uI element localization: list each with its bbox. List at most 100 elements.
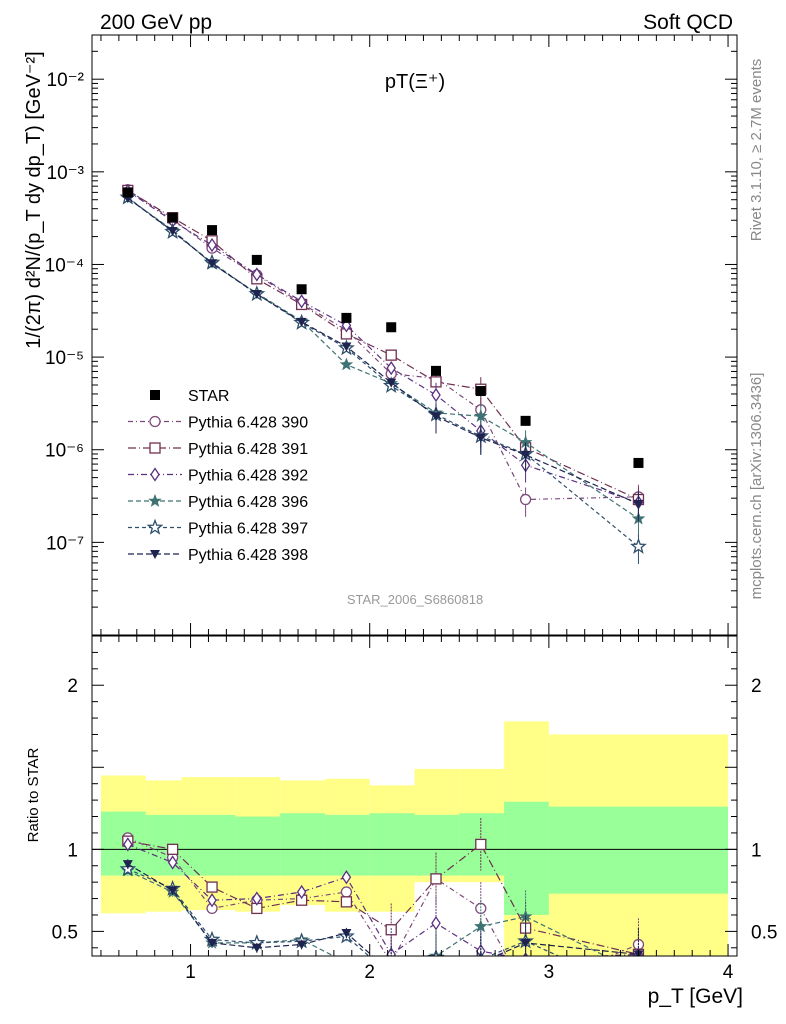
y-tick-label: 10⁻³ [47,163,85,184]
spectrum-marker-4 [474,409,488,423]
spectrum-panel: 10⁻⁷ 10⁻⁶ 10⁻⁵ 10⁻⁴ 10⁻³ 10⁻² [45,34,738,636]
y-axis-label-bottom: Ratio to STAR [25,747,42,842]
ratio-marker-3 [123,837,133,852]
ratio-y-tick-label-right: 1 [751,840,762,861]
legend-label: Pythia 6.428 397 [188,521,308,538]
ratio-marker-6 [296,940,307,950]
data-point-star [431,365,441,376]
ratio-marker-2 [206,881,218,893]
legend-marker-1 [149,415,161,428]
uncertainty-band-inner [324,814,370,876]
ratio-marker-2 [475,838,487,851]
ratio-marker-6 [476,959,486,968]
ratio-marker-1 [340,886,353,898]
data-point-star [251,254,262,265]
data-point-star [386,322,397,333]
ratio-marker-5 [385,969,398,982]
data-point-star [475,386,486,397]
legend-marker-5 [146,518,164,535]
ratio-marker-6 [251,943,262,953]
analysis-tag: STAR_2006_S6860818 [347,592,483,607]
ratio-y-tick-label: 2 [67,676,78,697]
legend-label: Pythia 6.428 390 [188,415,308,432]
data-point-star [520,415,531,426]
ratio-frame [91,635,738,957]
y-axis-label-top: 1/(2π) d²N/(p_T dy dp_T) [GeV⁻²] [23,51,45,348]
spectrum-plot-area [92,35,737,635]
ratio-data [92,721,737,998]
legend-label: Pythia 6.428 396 [188,494,308,511]
ratio-marker-6 [431,957,441,966]
ratio-marker-3 [167,855,178,870]
legend-marker-star [150,390,160,400]
legend-marker-2 [149,442,161,454]
legend-label: Pythia 6.428 392 [188,468,308,485]
uncertainty-band-inner [280,813,325,876]
ratio-marker-6 [207,938,218,948]
spectrum-marker-4 [339,357,354,371]
ratio-marker-6 [520,938,531,948]
data-point-star [167,212,178,223]
ratio-y-tick-label-right: 2 [751,676,762,697]
spectrum-marker-1 [519,493,532,506]
ratio-y-tick-label-right: 0.5 [751,922,777,943]
spectrum-marker-6 [341,342,352,352]
y-tick-label: 10⁻⁶ [45,441,84,462]
ratio-marker-5 [478,950,483,956]
spectrum-marker-2 [385,349,397,361]
ratio-line-4 [127,870,607,956]
uncertainty-band-inner [235,816,281,876]
spectrum-marker-6 [431,412,441,422]
uncertainty-band-inner [181,814,236,876]
spectrum-line-5 [127,196,639,548]
ratio-y-tick-label: 1 [67,840,78,861]
legend-label: Pythia 6.428 391 [188,441,308,458]
spectrum-marker-6 [386,378,397,388]
x-tick-label: 4 [723,962,734,983]
data-point-star [122,187,133,198]
ratio-marker-3 [296,884,307,900]
ratio-y-tick-label: 0.5 [52,922,78,943]
x-tick-label: 2 [364,962,375,983]
legend-label: STAR [188,388,229,405]
x-tick-label: 3 [544,962,555,983]
ratio-marker-2 [166,843,179,855]
uncertainty-band-inner [504,801,549,915]
spectrum-marker-3 [296,294,307,309]
spectrum-marker-6 [251,289,262,299]
spectrum-marker-3 [386,360,396,376]
ratio-panel: 0.5 0.5 1 1 2 2 1 2 3 4 [52,635,777,998]
header-right: Soft QCD [643,11,733,34]
ratio-marker-4 [346,955,347,956]
uncertainty-band-inner [548,806,729,894]
spectrum-data [119,183,647,564]
ratio-marker-6 [122,860,133,870]
rivet-label: Rivet 3.1.10, ≥ 2.7M events [748,59,765,242]
data-point-star [207,225,218,236]
uncertainty-band-inner [414,814,460,876]
ratio-marker-2 [430,873,442,885]
spectrum-marker-3 [252,267,262,282]
data-point-star [341,312,352,323]
data-point-star [296,284,307,295]
spectrum-line-1 [127,189,639,501]
header-left: 200 GeV pp [100,11,212,34]
ratio-marker-6 [386,968,396,977]
ratio-marker-6 [341,929,352,939]
legend: STAR Pythia 6.428 390 Pythia 6.428 391 Pyth… [128,388,308,564]
uncertainty-band-inner [369,813,415,876]
legend-marker-4 [148,493,162,507]
ratio-marker-3 [431,916,441,931]
ratio-marker-5 [632,985,645,998]
ratio-marker-3 [341,870,352,885]
ratio-marker-4 [386,966,397,977]
ratio-marker-2 [340,896,353,908]
y-tick-label: 10⁻⁵ [45,348,84,369]
ratio-marker-6 [167,886,178,896]
x-axis-label: p_T [GeV] [648,985,743,1008]
x-tick-label: 1 [185,962,196,983]
ratio-marker-4 [633,966,644,977]
ratio-marker-3 [207,893,217,908]
data-point-star [633,457,644,468]
